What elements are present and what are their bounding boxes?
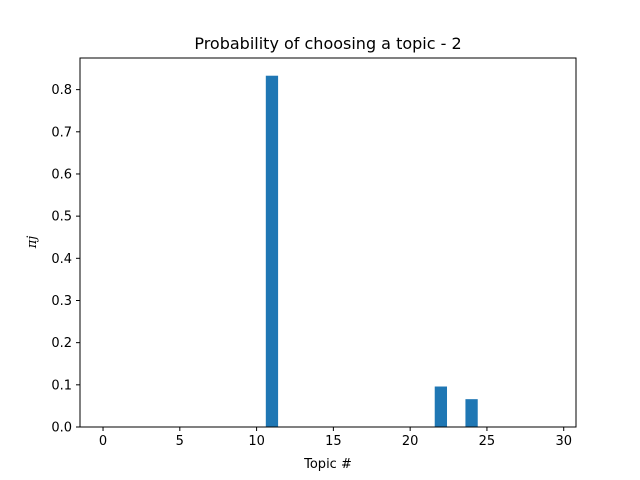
x-tick-label: 5: [176, 434, 184, 449]
y-tick-label: 0.4: [51, 252, 72, 267]
x-axis-label: Topic #: [303, 457, 352, 472]
bar-topic-22: [434, 386, 448, 427]
bar-topic-11: [265, 75, 279, 427]
y-axis-label: πj: [25, 236, 40, 250]
y-tick-label: 0.7: [51, 125, 72, 140]
y-tick-label: 0.2: [51, 336, 72, 351]
y-tick-label: 0.3: [51, 294, 72, 309]
bar-topic-24: [465, 399, 478, 427]
x-tick-label: 25: [479, 434, 496, 449]
y-axis-ticks: 0.0 0.1 0.2 0.3 0.4 0.5 0.6 0.7 0.8: [51, 83, 80, 436]
x-tick-label: 30: [555, 434, 572, 449]
x-tick-label: 20: [402, 434, 419, 449]
x-tick-label: 15: [325, 434, 342, 449]
y-tick-label: 0.1: [51, 378, 72, 393]
y-tick-label: 0.8: [51, 83, 72, 98]
x-tick-label: 10: [248, 434, 265, 449]
chart-title: Probability of choosing a topic - 2: [194, 34, 461, 53]
y-tick-label: 0.6: [51, 167, 72, 182]
x-tick-label: 0: [99, 434, 107, 449]
y-tick-label: 0.0: [51, 421, 72, 436]
y-tick-label: 0.5: [51, 210, 72, 225]
bars: [265, 75, 478, 427]
plot-frame: [79, 57, 577, 428]
x-axis-ticks: 0 5 10 15 20 25 30: [99, 427, 572, 449]
